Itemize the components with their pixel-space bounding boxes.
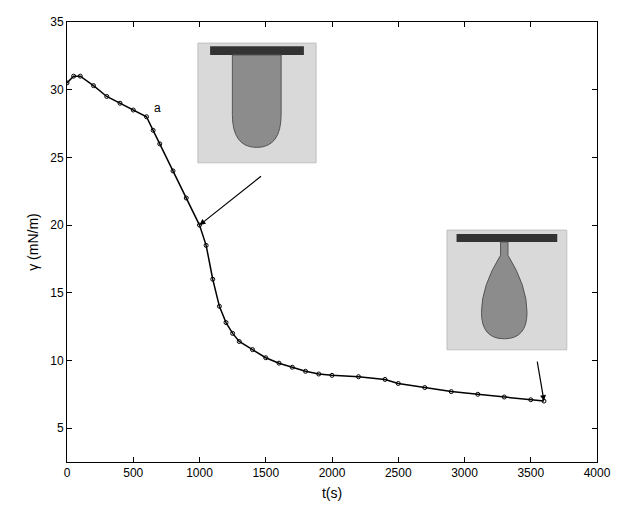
svg-text:2500: 2500	[385, 466, 412, 480]
svg-text:30: 30	[50, 83, 64, 97]
svg-text:20: 20	[50, 218, 64, 232]
svg-text:1000: 1000	[186, 466, 213, 480]
svg-text:γ (mN/m): γ (mN/m)	[25, 213, 41, 271]
svg-text:35: 35	[50, 15, 64, 29]
svg-text:5: 5	[57, 421, 64, 435]
svg-text:500: 500	[123, 466, 143, 480]
svg-text:10: 10	[50, 354, 64, 368]
svg-text:0: 0	[64, 466, 71, 480]
svg-text:15: 15	[50, 286, 64, 300]
svg-text:3500: 3500	[517, 466, 544, 480]
svg-text:1500: 1500	[252, 466, 279, 480]
svg-text:3000: 3000	[451, 466, 478, 480]
svg-text:t(s): t(s)	[322, 485, 342, 501]
svg-text:25: 25	[50, 151, 64, 165]
svg-text:2000: 2000	[319, 466, 346, 480]
svg-text:4000: 4000	[584, 466, 611, 480]
svg-text:a: a	[154, 101, 161, 115]
